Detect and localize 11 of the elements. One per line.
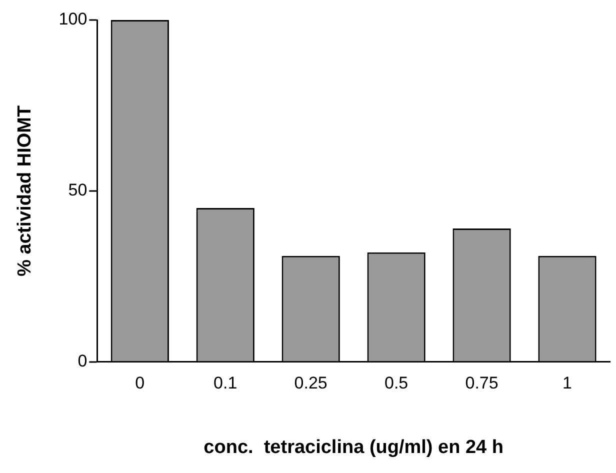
- y-axis-title: % actividad HIOMT: [14, 104, 36, 276]
- y-tick-label: 100: [58, 10, 88, 29]
- x-tick-label: 1: [562, 374, 572, 393]
- x-tick-label: 0.75: [465, 374, 498, 393]
- y-tick-label: 50: [68, 180, 88, 200]
- x-tick-label: 0: [135, 374, 145, 393]
- y-tick-label: 0: [78, 351, 88, 370]
- x-tick-label: 0.5: [384, 374, 408, 393]
- x-tick-label: 0.25: [294, 374, 328, 393]
- x-axis-title: conc. tetraciclina (ug/ml) en 24 h: [204, 436, 504, 458]
- x-tick-label: 0.1: [214, 374, 238, 393]
